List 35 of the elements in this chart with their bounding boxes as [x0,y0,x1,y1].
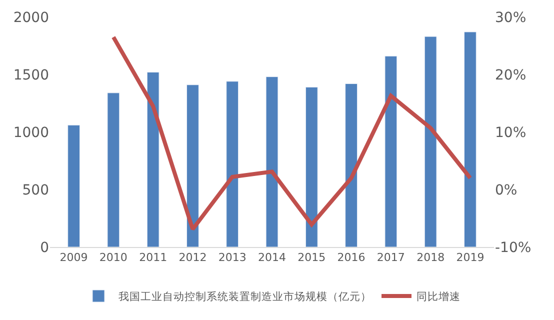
y2-tick-label: 30% [495,10,526,26]
x-tick-label: 2010 [99,251,128,264]
y2-tick-label: 10% [495,124,526,141]
x-tick-label: 2016 [337,251,366,264]
bar [305,86,318,247]
x-tick-label: 2014 [258,251,286,264]
bar [464,32,476,247]
legend-label: 同比增速 [416,290,460,304]
y2-tick-label: -10% [495,240,532,256]
bar [424,36,437,247]
y-tick-label: 1000 [13,124,49,141]
bar [266,76,278,247]
bar [186,84,199,247]
x-tick-label: 2015 [298,251,326,264]
x-tick-label: 2012 [178,251,207,264]
x-tick-label: 2013 [218,251,246,264]
y-tick-label: 0 [40,240,49,256]
x-tick-label: 2009 [60,251,88,264]
bar [107,92,120,247]
y-tick-label: 2000 [13,10,49,26]
bar [226,81,239,247]
y-tick-label: 500 [22,182,49,198]
bar [345,83,358,247]
x-tick-label: 2019 [456,251,484,264]
y2-tick-label: 0% [495,182,518,198]
x-tick-label: 2018 [416,251,445,264]
line-series [111,35,472,232]
bar [384,56,398,247]
bar [68,124,80,247]
x-tick-label: 2017 [376,251,405,264]
legend-label: 我国工业自动控制系统装置制造业市场规模（亿元） [118,290,372,304]
y2-tick-label: 20% [495,67,526,84]
bar [146,72,160,247]
y-tick-label: 1500 [13,67,49,84]
x-tick-label: 2011 [139,251,168,264]
